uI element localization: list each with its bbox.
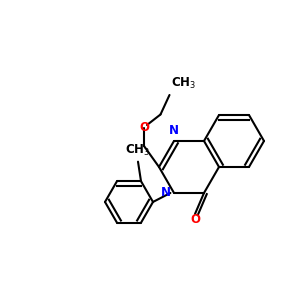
Text: CH$_3$: CH$_3$ xyxy=(125,143,151,158)
Text: CH$_3$: CH$_3$ xyxy=(171,76,196,92)
Text: O: O xyxy=(190,213,200,226)
Text: N: N xyxy=(169,124,179,136)
Text: N: N xyxy=(161,187,171,200)
Text: O: O xyxy=(139,122,149,134)
